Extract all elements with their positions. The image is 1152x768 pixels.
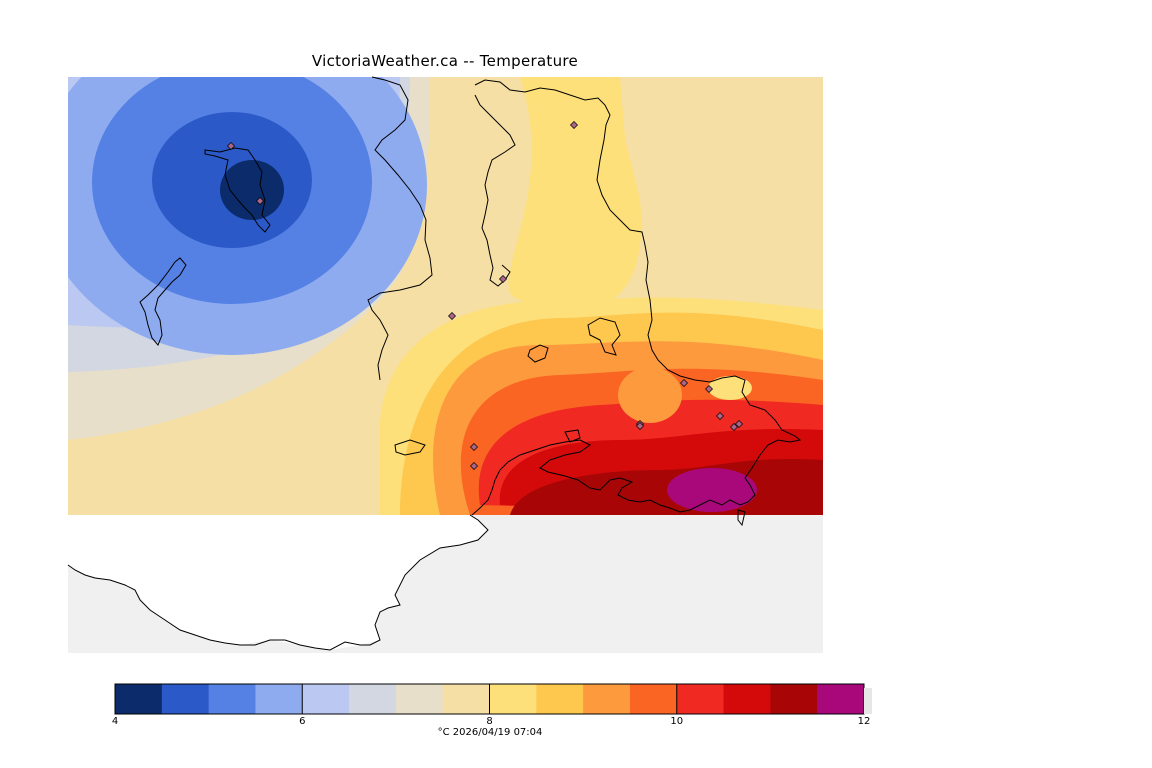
contour-band [220,160,284,220]
contour-band [618,367,682,423]
coast-saanich-peninsula [471,79,802,516]
legend-swatch [676,684,725,714]
legend-tick-label: 6 [299,716,306,727]
legend-swatch [723,684,771,714]
station-marker [570,121,578,129]
station-marker [735,420,743,428]
legend-swatch [817,684,865,714]
legend-swatch [583,684,631,714]
coast-island-2 [527,344,549,363]
legend-tick-label: 10 [670,716,684,727]
contour-band [667,468,757,512]
strait-water [68,515,488,650]
legend-swatch [161,684,210,714]
station-marker [636,422,644,430]
station-marker [448,312,456,320]
legend-shadow [864,688,872,714]
map-title: VictoriaWeather.ca -- Temperature [311,52,579,70]
legend-swatch [115,684,163,714]
station-marker [470,462,478,470]
legend-swatch [302,684,350,714]
legend-tick-label: 8 [486,716,493,727]
coast-lake [204,147,271,233]
station-marker [730,423,738,431]
coast-island-5 [737,509,746,527]
coastlines [67,76,802,651]
legend-tick-label: 12 [857,716,871,727]
legend-swatch [208,684,256,714]
station-marker [256,197,264,205]
legend-swatch [395,684,444,714]
station-marker [705,385,713,393]
legend-tick-label: 4 [111,716,119,727]
coast-island-4 [564,429,581,443]
station-marker [680,379,688,387]
legend-swatch [629,684,678,714]
station-marker [227,142,235,150]
color-legend [114,683,872,715]
coast-island-nw [139,257,187,346]
coast-inlet [474,94,516,287]
coast-olympic [67,514,489,651]
station-marker [470,443,478,451]
coast-island-3 [394,439,426,456]
station-marker [716,412,724,420]
contour-band [560,77,630,200]
coast-island-1 [587,317,621,356]
station-marker [499,275,507,283]
legend-swatch [255,684,303,714]
legend-swatch [349,684,397,714]
legend-swatch [442,684,490,714]
legend-swatch [489,684,537,714]
coast-east-mainland [367,76,433,381]
contour-band [708,376,752,400]
legend-swatch [770,684,818,714]
temperature-contours [68,77,823,515]
station-markers [227,121,743,470]
legend-caption: °C 2026/04/19 07:04 [437,727,543,738]
legend-swatch [536,684,584,714]
